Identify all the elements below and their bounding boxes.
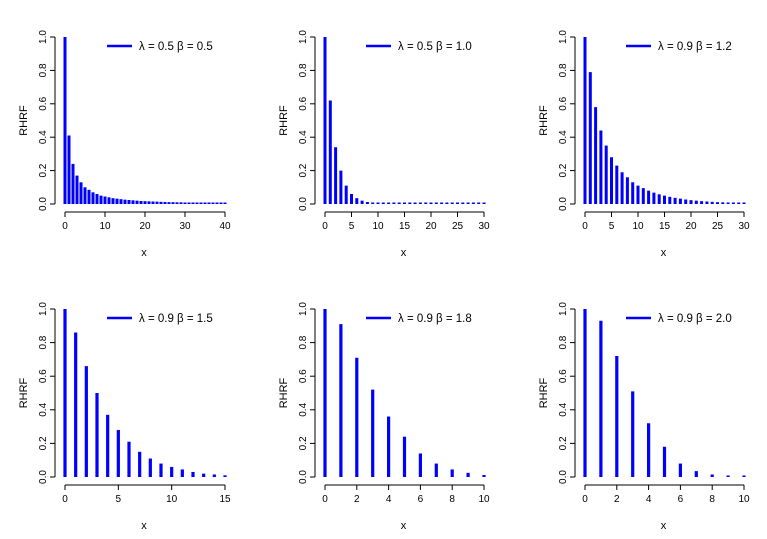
chart-panel-6: 0.0 0.2 0.4 0.6 0.8 1.0 0 2 4 6 8 10 x RHRF λ = 0.9 β …: [538, 302, 750, 532]
y-tick-label: 0.6: [558, 96, 569, 110]
x-tick-label: 10: [632, 221, 644, 232]
legend-label: λ = 0.9 β = 1.8: [398, 313, 472, 325]
y-axis-label: RHRF: [538, 377, 550, 408]
legend-label: λ = 0.9 β = 1.5: [139, 313, 213, 325]
y-tick-label: 0.8: [38, 63, 49, 77]
x-tick-label: 4: [386, 494, 392, 505]
x-tick-label: 0: [582, 494, 588, 505]
y-tick-label: 0.4: [558, 130, 569, 144]
y-axis-label: RHRF: [18, 377, 30, 408]
y-tick-label: 1.0: [298, 302, 309, 316]
x-tick-label: 4: [646, 494, 652, 505]
y-tick-label: 0.6: [298, 369, 309, 383]
x-tick-label: 6: [678, 494, 684, 505]
x-tick-label: 10: [478, 494, 490, 505]
chart-panel-1: 0.0 0.2 0.4 0.6 0.8 1.0 0 10 20 30 40 x RHRF λ = 0.5 …: [18, 30, 231, 259]
x-tick-label: 5: [609, 221, 615, 232]
x-tick-label: 10: [166, 494, 178, 505]
y-tick-label: 0.0: [558, 470, 569, 484]
x-tick-label: 2: [614, 494, 620, 505]
x-tick-label: 2: [354, 494, 360, 505]
y-tick-label: 0.4: [38, 130, 49, 144]
y-tick-label: 0.8: [38, 335, 49, 349]
y-axis-label: RHRF: [18, 105, 30, 136]
x-tick-label: 25: [712, 221, 724, 232]
y-tick-label: 1.0: [298, 30, 309, 44]
x-tick-label: 0: [322, 494, 328, 505]
chart-panel-5: 0.0 0.2 0.4 0.6 0.8 1.0 0 2 4 6 8 10 x RHRF λ = 0.9 β …: [278, 302, 490, 532]
x-tick-label: 30: [478, 221, 490, 232]
y-axis-label: RHRF: [278, 105, 290, 136]
y-tick-label: 0.8: [298, 335, 309, 349]
y-tick-label: 1.0: [38, 30, 49, 44]
x-tick-label: 5: [349, 221, 355, 232]
y-tick-label: 0.4: [298, 130, 309, 144]
x-tick-label: 30: [179, 221, 191, 232]
y-tick-label: 1.0: [558, 30, 569, 44]
x-tick-label: 10: [372, 221, 384, 232]
y-tick-label: 0.0: [298, 470, 309, 484]
y-tick-label: 0.8: [558, 63, 569, 77]
x-tick-label: 10: [738, 494, 750, 505]
x-axis-label: x: [401, 520, 407, 532]
legend-label: λ = 0.5 β = 0.5: [139, 41, 213, 53]
x-tick-label: 15: [659, 221, 671, 232]
x-tick-label: 15: [219, 494, 231, 505]
y-tick-label: 1.0: [558, 302, 569, 316]
y-tick-label: 0.6: [38, 369, 49, 383]
x-tick-label: 8: [709, 494, 715, 505]
x-axis-label: x: [401, 247, 407, 259]
y-tick-label: 0.0: [38, 197, 49, 211]
x-tick-label: 5: [116, 494, 122, 505]
y-tick-label: 0.2: [38, 436, 49, 450]
y-tick-label: 0.6: [558, 369, 569, 383]
x-axis-label: x: [661, 520, 667, 532]
x-tick-label: 20: [685, 221, 697, 232]
chart-panel-3: 0.0 0.2 0.4 0.6 0.8 1.0 0 5 10 15 20 25 30 x RHRF λ = 0…: [538, 30, 750, 259]
y-tick-label: 0.4: [298, 402, 309, 416]
y-tick-label: 0.2: [298, 163, 309, 177]
x-tick-label: 0: [582, 221, 588, 232]
y-tick-label: 0.4: [558, 402, 569, 416]
y-tick-label: 0.2: [298, 436, 309, 450]
x-tick-label: 20: [139, 221, 151, 232]
x-tick-label: 8: [449, 494, 455, 505]
x-tick-label: 20: [425, 221, 437, 232]
x-tick-label: 0: [322, 221, 328, 232]
chart-panel-2: 0.0 0.2 0.4 0.6 0.8 1.0 0 5 10 15 20 25 30 x RHRF λ = 0…: [278, 30, 490, 259]
y-axis-label: RHRF: [538, 105, 550, 136]
y-axis-label: RHRF: [278, 377, 290, 408]
y-tick-label: 0.6: [38, 96, 49, 110]
y-tick-label: 0.2: [558, 163, 569, 177]
y-tick-label: 0.8: [298, 63, 309, 77]
y-tick-label: 0.2: [38, 163, 49, 177]
legend-label: λ = 0.9 β = 2.0: [658, 313, 732, 325]
x-tick-label: 6: [418, 494, 424, 505]
y-tick-label: 0.0: [38, 470, 49, 484]
y-tick-label: 0.0: [558, 197, 569, 211]
y-tick-label: 0.8: [558, 335, 569, 349]
legend-label: λ = 0.5 β = 1.0: [398, 41, 472, 53]
chart-panel-4: 0.0 0.2 0.4 0.6 0.8 1.0 0 5 10 15 x RHRF λ = 0.9 β =…: [18, 302, 231, 532]
y-tick-label: 1.0: [38, 302, 49, 316]
x-axis-label: x: [661, 247, 667, 259]
y-tick-label: 0.4: [38, 402, 49, 416]
x-tick-label: 0: [62, 221, 68, 232]
x-tick-label: 15: [399, 221, 411, 232]
y-tick-label: 0.0: [298, 197, 309, 211]
x-tick-label: 25: [452, 221, 464, 232]
y-tick-label: 0.2: [558, 436, 569, 450]
x-tick-label: 30: [738, 221, 750, 232]
x-tick-label: 40: [219, 221, 231, 232]
legend-label: λ = 0.9 β = 1.2: [658, 41, 732, 53]
x-tick-label: 0: [62, 494, 68, 505]
x-tick-label: 10: [99, 221, 111, 232]
x-axis-label: x: [141, 520, 147, 532]
y-tick-label: 0.6: [298, 96, 309, 110]
x-axis-label: x: [141, 247, 147, 259]
